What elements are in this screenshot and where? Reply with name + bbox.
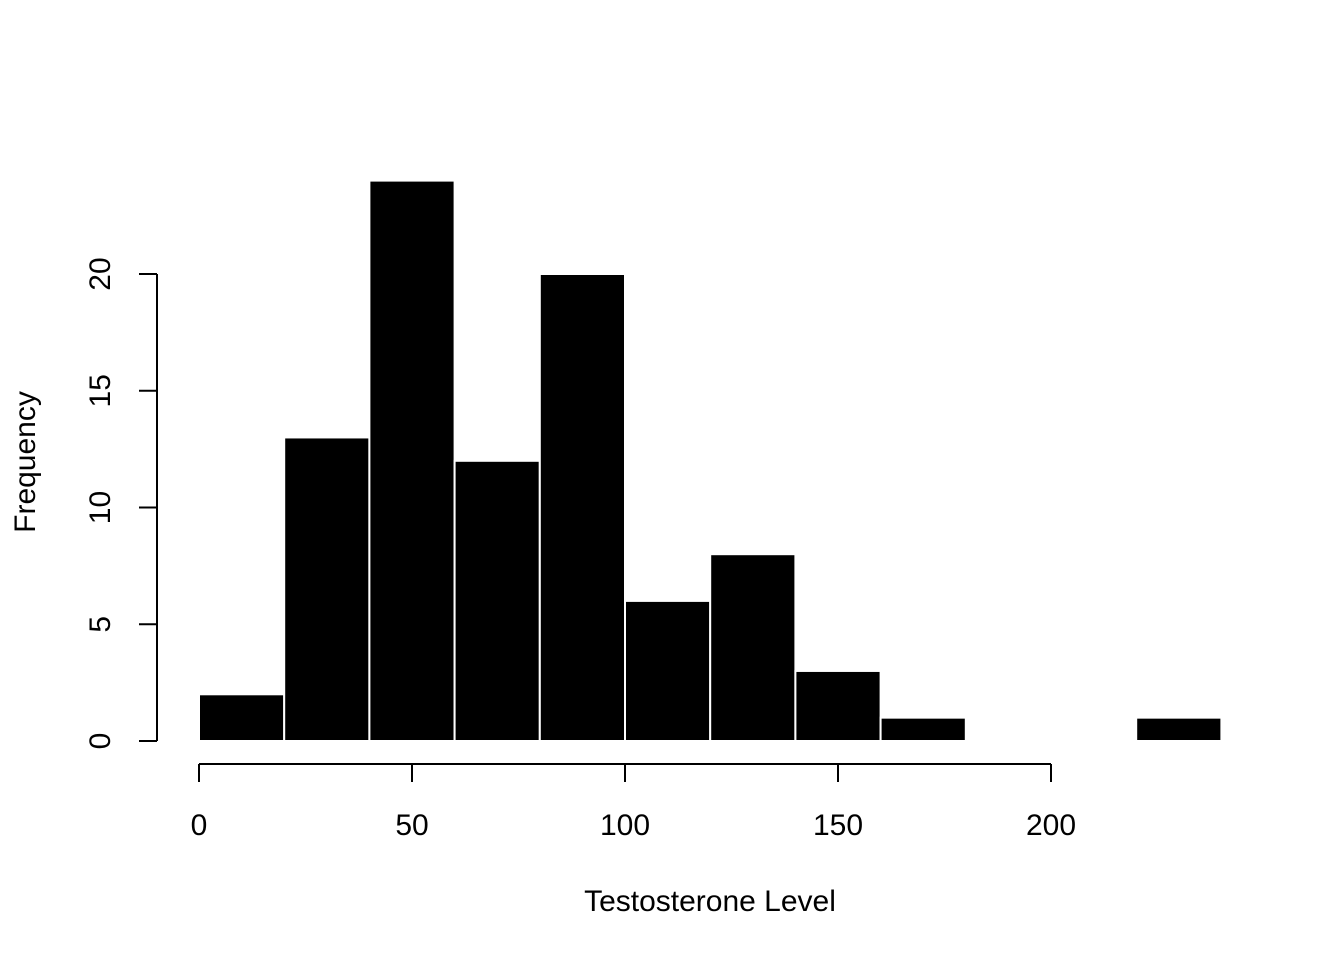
histogram-bars: [198, 179, 1223, 743]
x-tick-label-200: 200: [1026, 809, 1076, 842]
x-tick-label-150: 150: [813, 809, 863, 842]
histogram-bar-120-140: [709, 553, 797, 743]
x-tick-label-0: 0: [191, 809, 208, 842]
y-tick-label-20: 20: [84, 257, 117, 290]
y-axis: 0 5 10 15 20: [84, 257, 158, 750]
y-tick-label-15: 15: [84, 374, 117, 407]
x-axis-title: Testosterone Level: [584, 885, 836, 918]
histogram-bar-20-40: [283, 436, 371, 742]
histogram-bar-140-160: [794, 669, 882, 743]
y-tick-label-0: 0: [84, 733, 117, 750]
histogram-bar-220-240: [1135, 716, 1223, 743]
histogram-bar-80-100: [538, 273, 626, 742]
x-tick-label-100: 100: [600, 809, 650, 842]
y-axis-title: Frequency: [9, 391, 42, 533]
y-tick-label-5: 5: [84, 616, 117, 633]
x-axis: 0 50 100 150 200: [191, 763, 1076, 842]
histogram-bar-100-120: [624, 599, 712, 743]
histogram-bar-60-80: [453, 459, 541, 742]
x-tick-label-50: 50: [395, 809, 428, 842]
histogram-bar-160-180: [879, 716, 967, 743]
histogram-bar-0-20: [198, 693, 286, 742]
histogram-bar-40-60: [368, 179, 456, 743]
y-tick-label-10: 10: [84, 491, 117, 524]
